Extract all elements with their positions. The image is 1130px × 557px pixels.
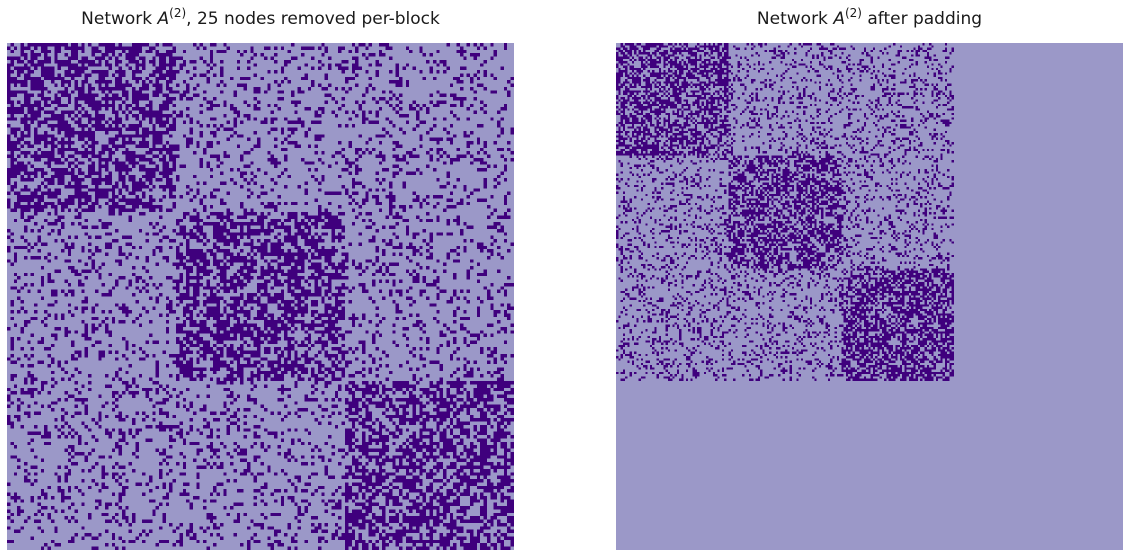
title-right-suffix: after padding: [861, 9, 983, 29]
heatmap-edge-cells: [7, 43, 514, 550]
title-left-superscript: (2): [169, 6, 187, 20]
adjacency-heatmap-right: [616, 43, 1123, 550]
adjacency-heatmap-left: [7, 43, 514, 550]
title-right-symbol: A(2): [833, 6, 862, 29]
title-right-prefix: Network: [756, 9, 834, 29]
title-left-suffix: , 25 nodes removed per-block: [186, 9, 440, 29]
title-right-superscript: (2): [844, 6, 862, 20]
heatmap-background: [616, 43, 1123, 550]
chart-title-right: Network A(2) after padding: [556, 6, 1130, 30]
title-left-symbol: A(2): [157, 6, 187, 29]
chart-title-left: Network A(2), 25 nodes removed per-block: [0, 6, 574, 30]
title-left-prefix: Network: [81, 9, 158, 29]
